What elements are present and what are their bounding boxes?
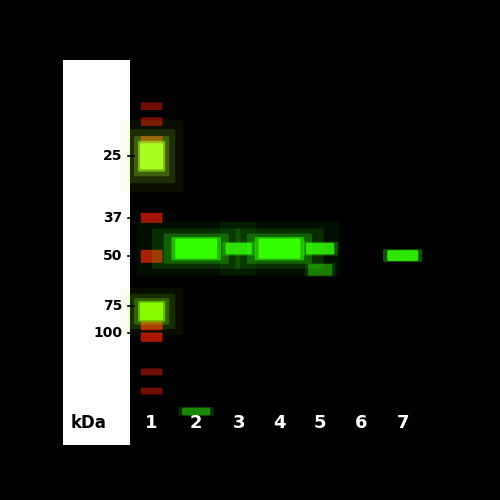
FancyBboxPatch shape (134, 136, 170, 176)
FancyBboxPatch shape (236, 228, 324, 269)
Text: 2: 2 (190, 414, 202, 432)
FancyBboxPatch shape (138, 141, 166, 172)
Text: 3: 3 (232, 414, 245, 432)
FancyBboxPatch shape (176, 238, 217, 258)
FancyBboxPatch shape (128, 294, 176, 329)
FancyBboxPatch shape (302, 242, 338, 256)
FancyBboxPatch shape (120, 120, 184, 192)
Text: 6: 6 (354, 414, 367, 432)
FancyBboxPatch shape (164, 234, 228, 264)
FancyBboxPatch shape (120, 288, 184, 335)
FancyBboxPatch shape (178, 407, 214, 416)
Text: 7: 7 (396, 414, 409, 432)
FancyBboxPatch shape (140, 143, 163, 170)
Text: 75: 75 (103, 300, 122, 314)
Text: 37: 37 (104, 211, 122, 225)
FancyBboxPatch shape (141, 368, 163, 376)
FancyBboxPatch shape (247, 234, 312, 264)
Text: 1: 1 (146, 414, 158, 432)
Text: 100: 100 (94, 326, 122, 340)
FancyBboxPatch shape (308, 264, 332, 276)
FancyBboxPatch shape (383, 249, 422, 262)
FancyBboxPatch shape (134, 298, 170, 324)
FancyBboxPatch shape (141, 102, 163, 110)
FancyBboxPatch shape (141, 118, 163, 126)
Text: 4: 4 (273, 414, 286, 432)
Text: kDa: kDa (71, 414, 107, 432)
Text: 50: 50 (103, 250, 122, 264)
FancyBboxPatch shape (258, 238, 300, 258)
FancyBboxPatch shape (226, 243, 252, 254)
FancyBboxPatch shape (254, 237, 304, 260)
FancyBboxPatch shape (140, 302, 163, 320)
Bar (62, 60, 130, 445)
FancyBboxPatch shape (172, 237, 221, 260)
FancyBboxPatch shape (387, 250, 418, 261)
FancyBboxPatch shape (141, 213, 163, 223)
FancyBboxPatch shape (141, 304, 163, 312)
FancyBboxPatch shape (306, 243, 334, 254)
FancyBboxPatch shape (222, 242, 256, 256)
FancyBboxPatch shape (138, 301, 166, 322)
FancyBboxPatch shape (141, 250, 163, 263)
FancyBboxPatch shape (141, 136, 163, 146)
FancyBboxPatch shape (182, 408, 210, 416)
FancyBboxPatch shape (305, 263, 336, 277)
Text: 25: 25 (103, 149, 122, 163)
FancyBboxPatch shape (141, 332, 163, 342)
FancyBboxPatch shape (141, 321, 163, 330)
FancyBboxPatch shape (220, 222, 339, 276)
Text: 5: 5 (314, 414, 326, 432)
FancyBboxPatch shape (136, 222, 256, 276)
FancyBboxPatch shape (128, 130, 176, 183)
FancyBboxPatch shape (152, 228, 240, 269)
FancyBboxPatch shape (141, 388, 163, 394)
